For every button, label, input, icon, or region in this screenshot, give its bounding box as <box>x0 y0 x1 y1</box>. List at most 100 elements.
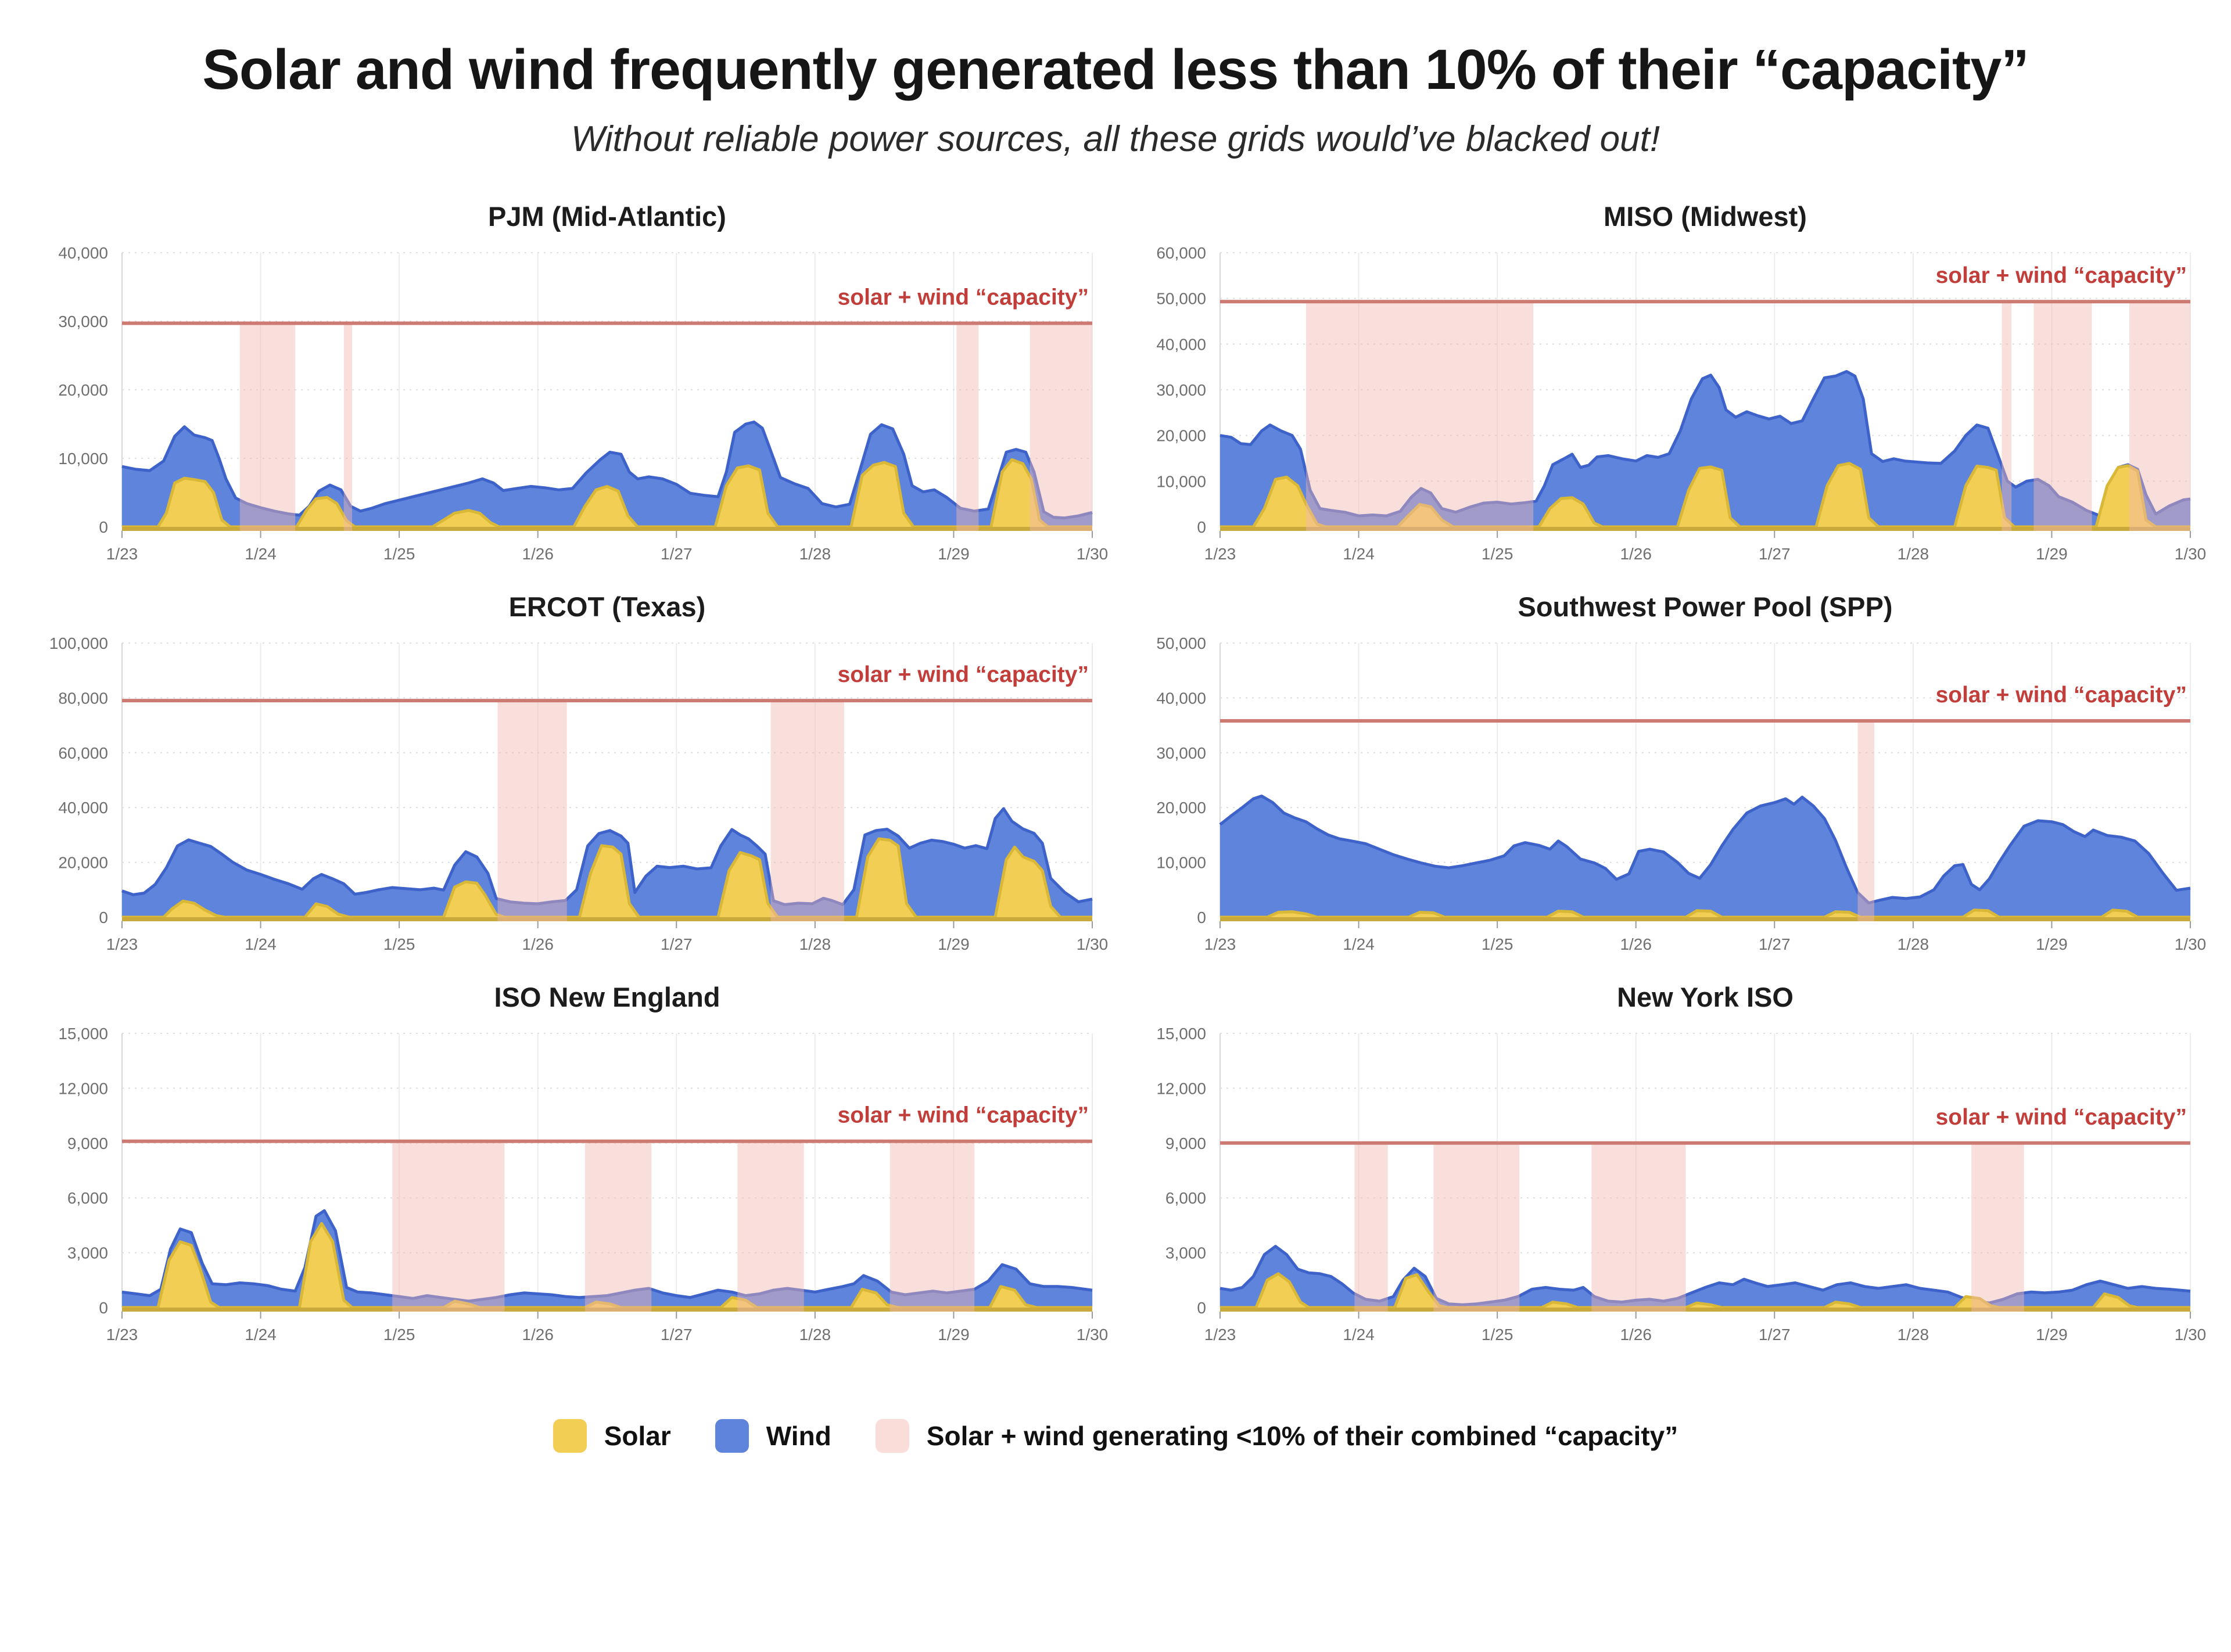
svg-text:0: 0 <box>1197 518 1206 536</box>
svg-text:1/30: 1/30 <box>2175 1326 2207 1344</box>
chart-plot-ercot: 0 20,000 40,000 60,000 80,000 100,000 solar + … <box>23 634 1110 960</box>
legend-item-solar: Solar <box>553 1419 671 1453</box>
svg-text:10,000: 10,000 <box>58 450 108 468</box>
svg-text:20,000: 20,000 <box>58 854 108 872</box>
svg-text:1/30: 1/30 <box>1077 935 1109 953</box>
svg-text:15,000: 15,000 <box>58 1025 108 1043</box>
svg-text:1/23: 1/23 <box>1204 545 1236 563</box>
chart-spp: Southwest Power Pool (SPP) 0 10,000 20,000… <box>1121 591 2208 960</box>
chart-title-miso: MISO (Midwest) <box>1604 201 1807 232</box>
legend-item-band: Solar + wind generating <10% of their co… <box>875 1419 1678 1453</box>
svg-text:1/26: 1/26 <box>1620 935 1652 953</box>
svg-text:1/25: 1/25 <box>383 545 415 563</box>
capacity-band-swatch-icon <box>875 1419 909 1453</box>
svg-text:1/28: 1/28 <box>1898 1326 1929 1344</box>
svg-text:0: 0 <box>99 518 108 536</box>
svg-text:60,000: 60,000 <box>58 744 108 762</box>
svg-text:1/27: 1/27 <box>1759 1326 1791 1344</box>
wind-swatch-icon <box>715 1419 749 1453</box>
svg-text:1/25: 1/25 <box>383 935 415 953</box>
svg-text:1/23: 1/23 <box>1204 1326 1236 1344</box>
svg-text:1/24: 1/24 <box>1343 935 1375 953</box>
svg-text:1/27: 1/27 <box>661 935 693 953</box>
svg-text:40,000: 40,000 <box>58 799 108 817</box>
charts-grid: PJM (Mid-Atlantic) 0 10,000 20,000 30,000 40… <box>0 200 2231 1351</box>
svg-text:1/23: 1/23 <box>1204 935 1236 953</box>
svg-text:30,000: 30,000 <box>1156 381 1206 399</box>
chart-miso: MISO (Midwest) 0 10,000 20,000 30,000 40,000… <box>1121 200 2208 570</box>
svg-text:3,000: 3,000 <box>67 1244 108 1262</box>
svg-text:1/27: 1/27 <box>1759 545 1791 563</box>
svg-text:1/28: 1/28 <box>799 545 831 563</box>
svg-text:1/27: 1/27 <box>661 545 693 563</box>
svg-text:1/25: 1/25 <box>1482 935 1513 953</box>
svg-text:solar + wind “capacity”: solar + wind “capacity” <box>838 662 1089 687</box>
page-title: Solar and wind frequently generated less… <box>202 38 2029 101</box>
legend-item-wind: Wind <box>715 1419 831 1453</box>
solar-swatch-icon <box>553 1419 587 1453</box>
svg-text:1/26: 1/26 <box>522 1326 554 1344</box>
svg-text:1/29: 1/29 <box>938 1326 970 1344</box>
svg-text:9,000: 9,000 <box>1165 1134 1206 1152</box>
svg-text:40,000: 40,000 <box>1156 335 1206 353</box>
svg-text:solar + wind “capacity”: solar + wind “capacity” <box>1936 263 2187 288</box>
page-subtitle: Without reliable power sources, all thes… <box>571 119 1660 159</box>
svg-text:1/26: 1/26 <box>522 545 554 563</box>
chart-title-isone: ISO New England <box>494 982 720 1012</box>
svg-text:1/28: 1/28 <box>799 1326 831 1344</box>
chart-pjm: PJM (Mid-Atlantic) 0 10,000 20,000 30,000 40… <box>23 200 1110 570</box>
chart-plot-pjm: 0 10,000 20,000 30,000 40,000 solar + wind “c… <box>23 243 1110 570</box>
svg-text:1/29: 1/29 <box>2036 935 2068 953</box>
svg-text:30,000: 30,000 <box>58 313 108 331</box>
svg-text:1/26: 1/26 <box>1620 1326 1652 1344</box>
chart-plot-spp: 0 10,000 20,000 30,000 40,000 50,000 solar + w… <box>1121 634 2208 960</box>
svg-text:1/27: 1/27 <box>1759 935 1791 953</box>
svg-text:50,000: 50,000 <box>1156 290 1206 308</box>
svg-text:6,000: 6,000 <box>1165 1189 1206 1207</box>
chart-plot-nyiso: 0 3,000 6,000 9,000 12,000 15,000 solar + wind… <box>1121 1024 2208 1351</box>
svg-text:solar + wind “capacity”: solar + wind “capacity” <box>1936 683 2187 708</box>
svg-text:100,000: 100,000 <box>49 634 108 652</box>
svg-text:1/25: 1/25 <box>383 1326 415 1344</box>
svg-text:10,000: 10,000 <box>1156 472 1206 490</box>
svg-text:1/30: 1/30 <box>2175 935 2207 953</box>
svg-text:20,000: 20,000 <box>1156 427 1206 445</box>
svg-text:solar + wind “capacity”: solar + wind “capacity” <box>1936 1105 2187 1130</box>
svg-text:40,000: 40,000 <box>1156 689 1206 707</box>
svg-text:0: 0 <box>99 1299 108 1317</box>
chart-nyiso: New York ISO 0 3,000 6,000 9,000 12,000 15,00… <box>1121 981 2208 1351</box>
svg-text:80,000: 80,000 <box>58 689 108 707</box>
svg-text:0: 0 <box>99 908 108 926</box>
svg-text:1/23: 1/23 <box>106 935 138 953</box>
svg-text:20,000: 20,000 <box>58 381 108 399</box>
svg-text:1/27: 1/27 <box>661 1326 693 1344</box>
svg-text:20,000: 20,000 <box>1156 799 1206 817</box>
chart-isone: ISO New England 0 3,000 6,000 9,000 12,000 15… <box>23 981 1110 1351</box>
svg-text:1/30: 1/30 <box>2175 545 2207 563</box>
svg-text:solar + wind “capacity”: solar + wind “capacity” <box>838 1103 1089 1128</box>
svg-text:1/29: 1/29 <box>2036 1326 2068 1344</box>
svg-text:3,000: 3,000 <box>1165 1244 1206 1262</box>
chart-plot-miso: 0 10,000 20,000 30,000 40,000 50,000 60,000 sol… <box>1121 243 2208 570</box>
svg-text:1/23: 1/23 <box>106 545 138 563</box>
legend-label-wind: Wind <box>766 1421 831 1451</box>
svg-text:1/24: 1/24 <box>245 1326 277 1344</box>
chart-title-nyiso: New York ISO <box>1617 982 1794 1012</box>
svg-text:1/26: 1/26 <box>1620 545 1652 563</box>
svg-text:9,000: 9,000 <box>67 1134 108 1152</box>
svg-text:10,000: 10,000 <box>1156 854 1206 872</box>
svg-text:40,000: 40,000 <box>58 244 108 262</box>
svg-text:1/29: 1/29 <box>2036 545 2068 563</box>
chart-ercot: ERCOT (Texas) 0 20,000 40,000 60,000 80,000 1… <box>23 591 1110 960</box>
svg-text:6,000: 6,000 <box>67 1189 108 1207</box>
svg-text:1/28: 1/28 <box>799 935 831 953</box>
svg-text:1/30: 1/30 <box>1077 1326 1109 1344</box>
svg-text:1/24: 1/24 <box>1343 545 1375 563</box>
svg-text:12,000: 12,000 <box>58 1079 108 1097</box>
legend-label-band: Solar + wind generating <10% of their co… <box>926 1421 1678 1451</box>
svg-text:1/24: 1/24 <box>245 545 277 563</box>
svg-text:1/29: 1/29 <box>938 545 970 563</box>
chart-title-pjm: PJM (Mid-Atlantic) <box>488 201 726 232</box>
chart-plot-isone: 0 3,000 6,000 9,000 12,000 15,000 solar + wind… <box>23 1024 1110 1351</box>
